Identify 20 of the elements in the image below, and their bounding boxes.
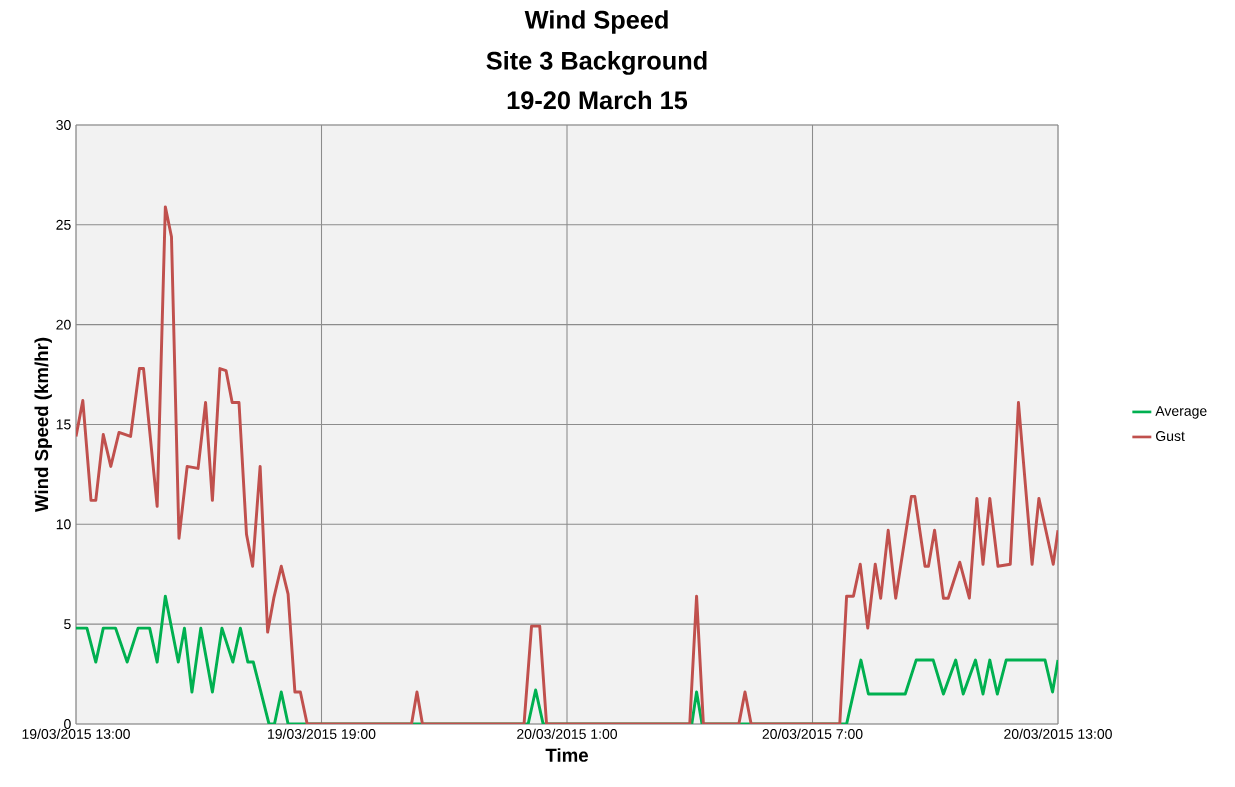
x-tick-label: 20/03/2015 13:00 — [1004, 728, 1112, 739]
y-tick-label: 15 — [56, 419, 71, 430]
legend-label: Gust — [1156, 431, 1185, 441]
x-tick-label: 20/03/2015 7:00 — [762, 728, 863, 739]
y-tick-label: 25 — [56, 219, 71, 230]
x-tick-label: 19/03/2015 19:00 — [268, 728, 376, 739]
line-series — [76, 205, 1058, 724]
y-axis-title: Wind Speed (km/hr) — [34, 337, 52, 513]
y-tick-label: 30 — [56, 120, 71, 130]
x-tick-label: 19/03/2015 13:00 — [22, 728, 130, 739]
y-tick-label: 20 — [56, 319, 71, 330]
y-tick-label: 0 — [64, 719, 71, 729]
x-tick-label: 20/03/2015 1:00 — [517, 728, 618, 739]
chart-title: Wind Speed — [524, 10, 668, 34]
y-tick-label: 10 — [56, 519, 71, 530]
chart-subtitle: Site 3 Background — [486, 51, 707, 75]
text: 19-20 March 15 — [507, 90, 688, 110]
legend-label: Average — [1155, 406, 1207, 419]
y-tick-label: 5 — [64, 619, 71, 630]
x-axis-title: Time — [545, 748, 588, 762]
